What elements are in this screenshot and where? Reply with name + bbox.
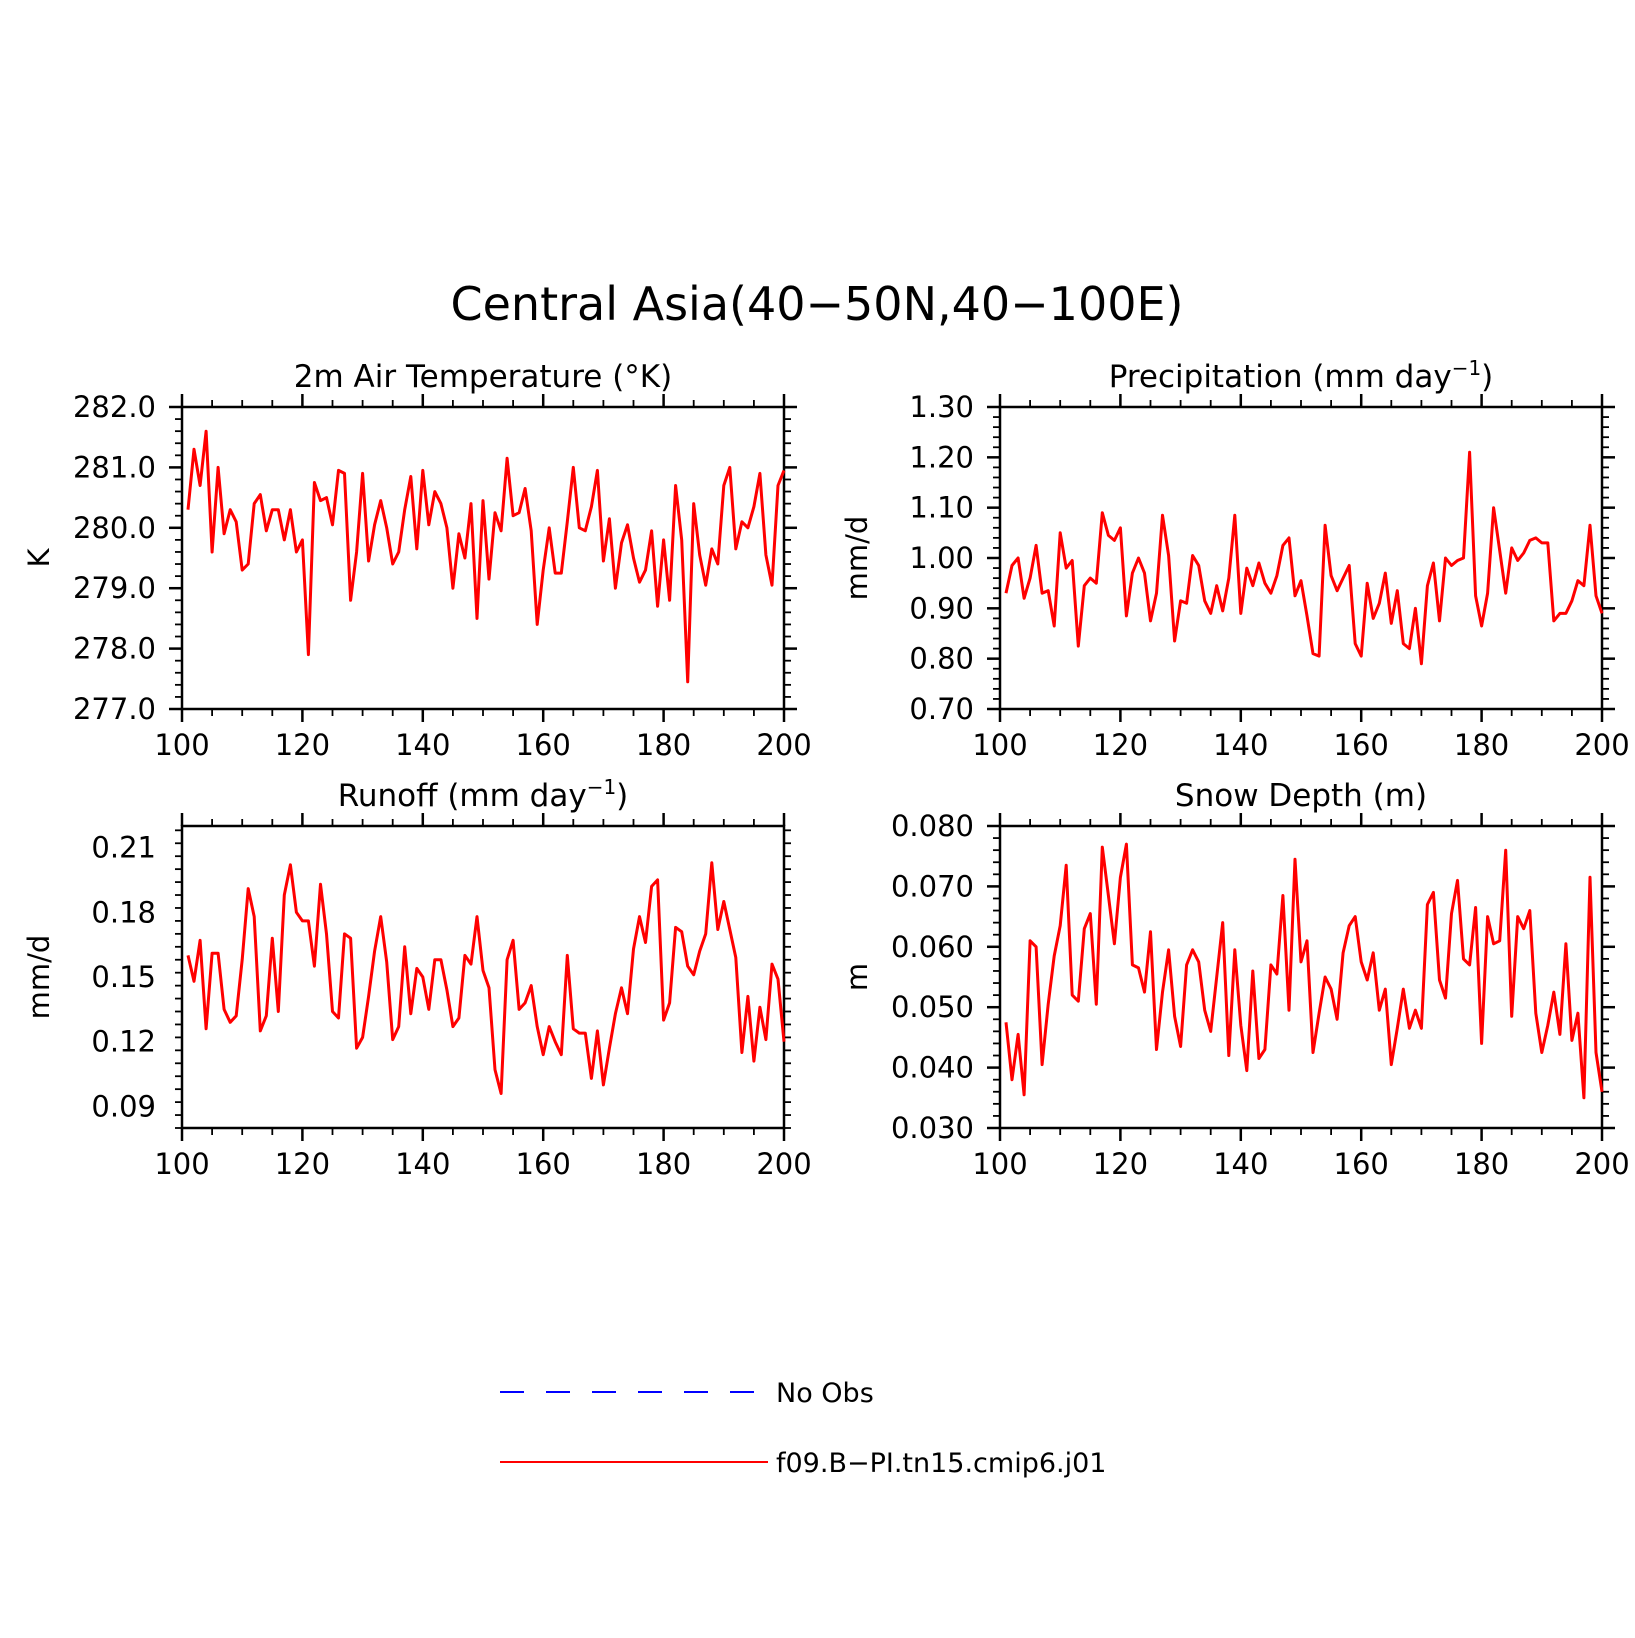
series-line-air-temperature [186, 429, 786, 684]
panel-title: Precipitation (mm day−1) [1109, 356, 1494, 395]
y-tick-label: 0.050 [891, 990, 974, 1024]
x-tick-label: 180 [636, 1147, 691, 1181]
y-tick-label: 0.70 [909, 692, 974, 726]
y-tick-label: 1.00 [909, 541, 974, 575]
panels-group: 2m Air Temperature (°K) 100 120 140 160 180 20… [22, 356, 1630, 1181]
y-tick-label: 278.0 [73, 632, 156, 666]
y-tick-label: 0.15 [91, 960, 156, 994]
x-tick-label: 160 [516, 1147, 571, 1181]
y-tick-label: 0.18 [91, 895, 156, 929]
panel-title-text: Snow Depth (m) [1175, 778, 1427, 814]
x-tick-label: 100 [972, 1147, 1027, 1181]
y-tick-label: 0.12 [91, 1025, 156, 1059]
x-tick-label: 140 [1213, 728, 1268, 762]
y-tick-label: 0.09 [91, 1089, 156, 1123]
panel-title-superscript: −1 [1452, 356, 1481, 380]
panel-title: Runoff (mm day−1) [338, 775, 629, 814]
y-tick-label: 279.0 [73, 571, 156, 605]
y-axis-label: mm/d [840, 516, 874, 601]
y-tick-label: 0.080 [891, 809, 974, 843]
x-tick-label: 100 [154, 1147, 209, 1181]
plot-frame [180, 405, 786, 711]
panel-title-superscript: −1 [587, 775, 616, 799]
y-tick-label: 0.070 [891, 869, 974, 903]
panel-title-text: Precipitation (mm day [1109, 359, 1452, 395]
y-tick-label: 282.0 [73, 390, 156, 424]
series-line-snow-depth [1004, 842, 1604, 1100]
y-axis-label: m [840, 963, 874, 991]
y-tick-label: 0.040 [891, 1051, 974, 1085]
x-tick-label: 120 [275, 728, 330, 762]
series-line-runoff [186, 861, 786, 1095]
panel-snow-depth: Snow Depth (m) 100 120 140 160 180 200 0.030 0.0… [840, 778, 1630, 1181]
panel-title: 2m Air Temperature (°K) [294, 359, 672, 395]
y-tick-label: 0.21 [91, 831, 156, 865]
x-tick-label: 120 [1093, 728, 1148, 762]
legend-label: f09.B−PI.tn15.cmip6.j01 [776, 1448, 1106, 1479]
y-tick-label: 281.0 [73, 450, 156, 484]
y-tick-label: 0.060 [891, 930, 974, 964]
x-tick-label: 140 [395, 1147, 450, 1181]
plot-frame [180, 824, 786, 1130]
x-tick-label: 100 [972, 728, 1027, 762]
x-tick-label: 200 [756, 1147, 811, 1181]
x-tick-label: 140 [395, 728, 450, 762]
x-tick-label: 120 [1093, 1147, 1148, 1181]
panel-title: Snow Depth (m) [1175, 778, 1427, 814]
series-line-precipitation [1004, 450, 1604, 666]
legend-label: No Obs [776, 1378, 874, 1409]
legend: No Obs f09.B−PI.tn15.cmip6.j01 [500, 1378, 1106, 1479]
x-tick-label: 140 [1213, 1147, 1268, 1181]
y-tick-label: 0.80 [909, 642, 974, 676]
figure-title: Central Asia(40−50N,40−100E) [451, 277, 1184, 331]
x-tick-label: 180 [1454, 728, 1509, 762]
y-tick-label: 1.20 [909, 440, 974, 474]
x-tick-label: 160 [516, 728, 571, 762]
x-tick-label: 160 [1334, 1147, 1389, 1181]
y-tick-label: 1.30 [909, 390, 974, 424]
panel-title-end: ) [1481, 359, 1493, 395]
x-tick-label: 120 [275, 1147, 330, 1181]
y-tick-label: 0.030 [891, 1111, 974, 1145]
panel-precipitation: Precipitation (mm day−1) 100 120 140 160 180 2… [840, 356, 1630, 762]
y-tick-label: 0.90 [909, 591, 974, 625]
panel-title-text: Runoff (mm day [338, 778, 587, 814]
y-tick-label: 280.0 [73, 511, 156, 545]
x-tick-label: 180 [636, 728, 691, 762]
panel-air-temperature: 2m Air Temperature (°K) 100 120 140 160 180 20… [22, 359, 812, 762]
x-tick-label: 100 [154, 728, 209, 762]
y-tick-label: 277.0 [73, 692, 156, 726]
panel-title-text: 2m Air Temperature (°K) [294, 359, 672, 395]
x-tick-label: 200 [1574, 728, 1629, 762]
x-tick-label: 180 [1454, 1147, 1509, 1181]
panel-runoff: Runoff (mm day−1) 100 120 140 160 180 200 0.09 0… [22, 775, 812, 1181]
panel-title-end: ) [616, 778, 628, 814]
x-tick-label: 200 [756, 728, 811, 762]
x-tick-label: 200 [1574, 1147, 1629, 1181]
y-tick-label: 1.10 [909, 491, 974, 525]
x-tick-label: 160 [1334, 728, 1389, 762]
y-axis-label: mm/d [22, 935, 56, 1020]
y-axis-label: K [22, 548, 56, 568]
